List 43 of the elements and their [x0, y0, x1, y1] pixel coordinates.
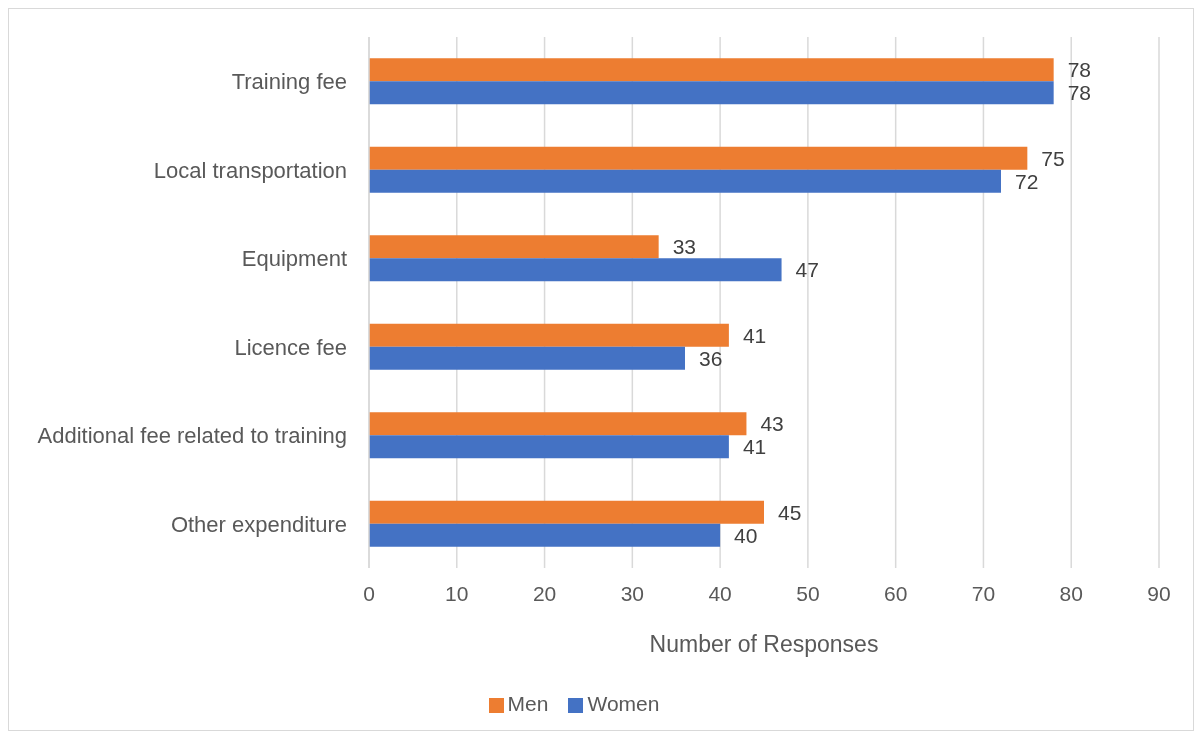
x-tick-label: 0	[363, 581, 375, 605]
bar	[369, 235, 659, 259]
y-tick-label: Licence fee	[234, 334, 347, 360]
data-label: 33	[672, 235, 697, 259]
legend-label: Women	[587, 692, 660, 715]
bar	[369, 435, 729, 459]
x-axis-title: Number of Responses	[649, 631, 879, 657]
data-label: 43	[760, 412, 784, 436]
data-label: 72	[1015, 169, 1039, 193]
x-tick-label: 60	[883, 581, 908, 605]
data-label: 41	[742, 323, 767, 347]
data-label: 78	[1067, 58, 1092, 82]
data-label: 75	[1041, 146, 1065, 170]
y-tick-label: Local transportation	[153, 157, 347, 183]
x-tick-label: 40	[708, 581, 732, 605]
y-tick-label: Additional fee related to training	[37, 423, 347, 449]
data-label: 41	[742, 435, 767, 459]
bar	[369, 81, 1054, 105]
x-tick-label: 30	[620, 581, 645, 605]
data-label: 45	[778, 500, 802, 524]
x-tick-label: 10	[445, 581, 469, 605]
bar	[369, 346, 685, 370]
bar	[369, 412, 747, 436]
x-tick-label: 20	[532, 581, 557, 605]
bar	[369, 169, 1001, 193]
bar	[369, 58, 1054, 82]
legend-label: Men	[507, 692, 549, 715]
y-tick-label: Training fee	[231, 69, 347, 95]
x-tick-label: 80	[1059, 581, 1083, 605]
x-tick-label: 50	[796, 581, 820, 605]
y-tick-label: Other expenditure	[170, 511, 347, 537]
data-label: 78	[1067, 81, 1092, 105]
data-label: 36	[699, 346, 723, 370]
bar	[369, 258, 782, 282]
x-tick-label: 90	[1147, 581, 1171, 605]
bar	[369, 323, 729, 347]
bar	[369, 523, 721, 547]
x-tick-label: 70	[971, 581, 996, 605]
bar	[369, 500, 764, 524]
data-label: 47	[795, 258, 819, 282]
y-tick-label: Equipment	[241, 246, 347, 272]
data-label: 40	[734, 523, 758, 547]
bar	[369, 146, 1028, 170]
